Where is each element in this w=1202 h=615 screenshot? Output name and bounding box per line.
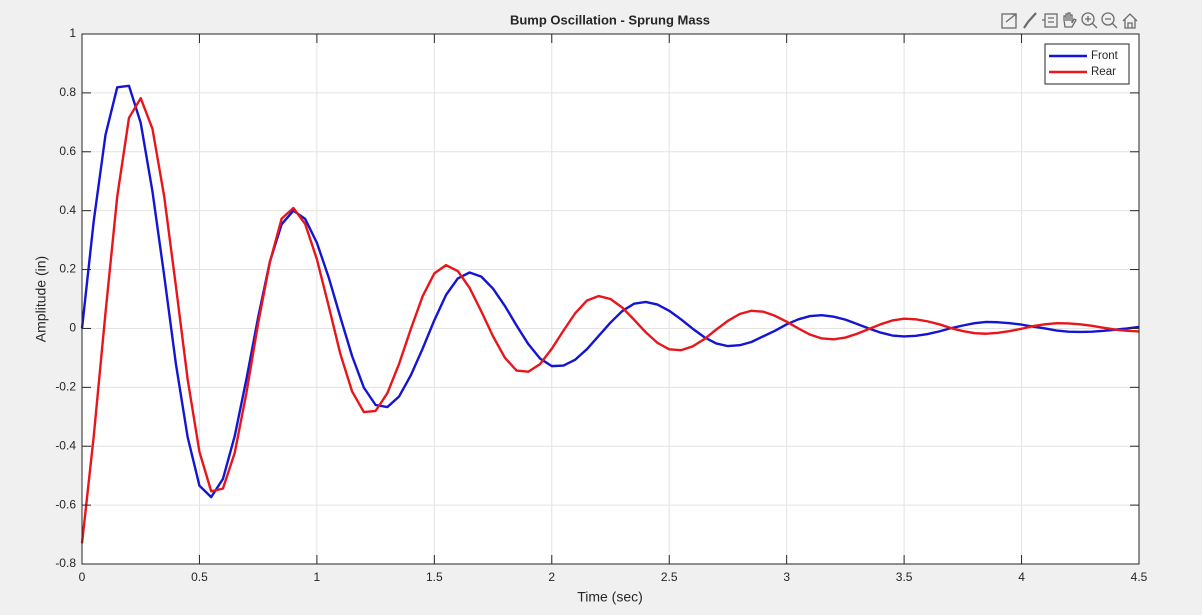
legend: Front Rear xyxy=(1044,43,1130,85)
x-tick-label: 1 xyxy=(314,570,321,584)
y-tick-label: -0.4 xyxy=(55,438,76,452)
x-axis-label: Time (sec) xyxy=(577,589,643,605)
zoom-out-button[interactable] xyxy=(1101,12,1118,29)
legend-label: Rear xyxy=(1091,66,1116,78)
y-tick-label: 0.6 xyxy=(59,144,76,158)
home-button[interactable] xyxy=(1122,13,1138,29)
series-line xyxy=(80,96,1140,544)
x-tick-label: 3.5 xyxy=(896,570,913,584)
chart-title: Bump Oscillation - Sprung Mass xyxy=(510,12,710,27)
x-tick-label: 0.5 xyxy=(191,570,208,584)
y-tick-label: 0.8 xyxy=(59,85,76,99)
y-tick-label: 0.2 xyxy=(59,262,76,276)
y-tick-label: -0.6 xyxy=(55,497,76,511)
x-tick-label: 3 xyxy=(783,570,790,584)
y-tick-label: 1 xyxy=(69,26,76,40)
x-tick-label: 2 xyxy=(548,570,555,584)
x-tick-label: 4 xyxy=(1018,570,1025,584)
legend-label: Front xyxy=(1091,50,1119,62)
ticks: 0 0.5 1 1.5 2 2.5 3 3.5 4 4.5 -0.8 -0.6 -0.4 -0.2 0 0.2… xyxy=(55,26,1147,584)
y-tick-label: 0 xyxy=(69,321,76,335)
x-tick-label: 1.5 xyxy=(426,570,443,584)
brush-button[interactable] xyxy=(1023,12,1037,29)
zoom-in-button[interactable] xyxy=(1081,12,1098,29)
legend-box xyxy=(1044,43,1130,85)
axes-box xyxy=(81,33,1140,565)
y-tick-label: -0.2 xyxy=(55,380,76,394)
axes-toolbar[interactable] xyxy=(1001,12,1138,29)
x-tick-label: 0 xyxy=(79,570,86,584)
export-button[interactable] xyxy=(1001,13,1017,29)
x-tick-label: 4.5 xyxy=(1131,570,1148,584)
y-tick-label: 0.4 xyxy=(59,203,76,217)
y-tick-label: -0.8 xyxy=(55,556,76,570)
pan-button[interactable] xyxy=(1063,12,1077,28)
datatip-button[interactable] xyxy=(1042,13,1058,28)
x-tick-label: 2.5 xyxy=(661,570,678,584)
y-axis-label: Amplitude (in) xyxy=(33,256,49,342)
curves xyxy=(80,84,1140,544)
